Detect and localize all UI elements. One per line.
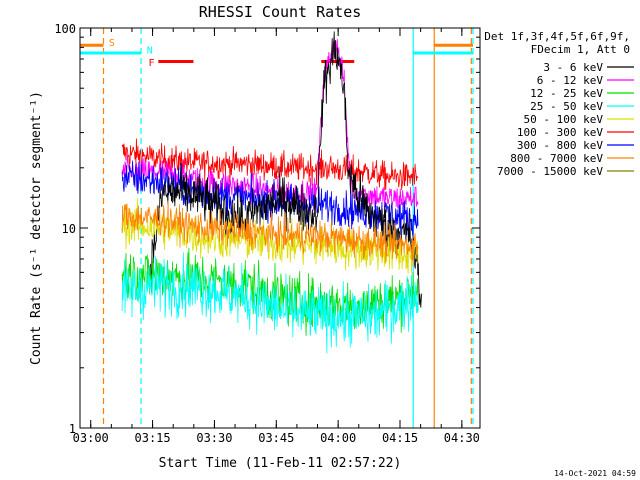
legend-entry-label: 3 - 6 keV: [543, 61, 603, 74]
series-line: [149, 31, 423, 308]
legend-title-line: Det 1f,3f,4f,5f,6f,9f,: [484, 30, 630, 43]
series-line: [121, 247, 419, 336]
interval-label: F: [148, 58, 154, 69]
footer-date: 14-Oct-2021 04:59: [554, 469, 636, 478]
series-line: [121, 252, 419, 354]
x-tick-label: 03:45: [258, 431, 294, 445]
interval-label: S: [109, 38, 115, 49]
chart-title: RHESSI Count Rates: [199, 3, 362, 21]
x-tick-label: 04:00: [320, 431, 356, 445]
legend-entry-label: 800 - 7000 keV: [510, 152, 603, 165]
legend-title-line: FDecim 1, Att 0: [531, 43, 630, 56]
axes: 03:00 03:15 03:30 03:45 04:00 04:15 04:30 1 10 10…: [54, 22, 480, 445]
legend-entry-label: 7000 - 15000 keV: [497, 165, 603, 178]
count-rate-series: [121, 31, 423, 354]
plot-area: S NF: [80, 28, 474, 428]
legend-entry-label: 25 - 50 keV: [530, 100, 603, 113]
legend-entry-label: 50 - 100 keV: [524, 113, 604, 126]
x-tick-label: 03:30: [196, 431, 232, 445]
x-tick-label: 03:00: [73, 431, 109, 445]
legend-entry-label: 6 - 12 keV: [537, 74, 604, 87]
legend-entry-label: 100 - 300 keV: [517, 126, 603, 139]
x-tick-label: 03:15: [135, 431, 171, 445]
legend: Det 1f,3f,4f,5f,6f,9f,FDecim 1, Att 0 3 -…: [484, 30, 634, 178]
y-axis-label: Count Rate (s⁻¹ detector segment⁻¹): [29, 91, 44, 365]
y-tick-label: 10: [62, 222, 76, 236]
legend-entry-label: 300 - 800 keV: [517, 139, 603, 152]
x-tick-label: 04:30: [444, 431, 480, 445]
interval-label: N: [147, 46, 153, 57]
x-tick-label: 04:15: [382, 431, 418, 445]
y-tick-label: 100: [54, 22, 76, 36]
series-line: [121, 39, 419, 213]
x-axis-label: Start Time (11-Feb-11 02:57:22): [159, 456, 402, 471]
y-tick-label: 1: [69, 422, 76, 436]
series-line: [121, 200, 419, 267]
legend-entry-label: 12 - 25 keV: [530, 87, 603, 100]
